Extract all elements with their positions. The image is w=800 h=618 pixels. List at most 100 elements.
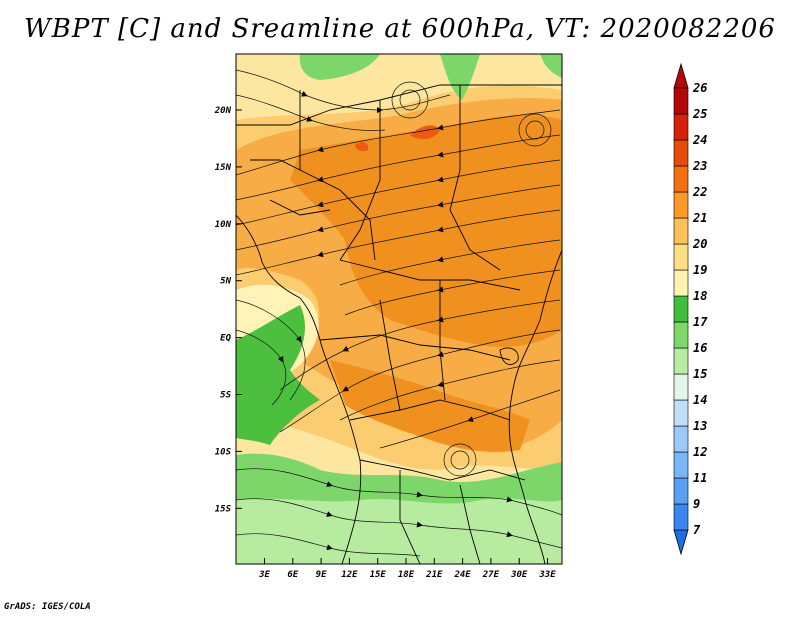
colorbar-label: 25 <box>692 107 707 121</box>
coastline-east-africa <box>508 249 562 564</box>
colorbar-swatch <box>673 269 689 297</box>
lat-tick-label: 10S <box>215 447 232 457</box>
streamline-vortex <box>443 443 477 477</box>
lon-tick-label: 15E <box>370 570 387 580</box>
streamline <box>379 389 561 449</box>
colorbar-label: 26 <box>692 81 707 95</box>
streamline <box>236 159 561 226</box>
border <box>439 280 446 401</box>
lat-tick-label: 15S <box>215 504 232 514</box>
border <box>339 259 521 291</box>
streamline <box>236 299 306 401</box>
streamline <box>236 69 451 114</box>
field-north-green-region-3 <box>540 54 562 78</box>
streamline <box>236 94 386 131</box>
field-north-green-region-2 <box>440 54 480 100</box>
lon-tick-label: 18E <box>398 570 415 580</box>
colorbar-swatch <box>673 503 689 531</box>
colorbar-swatch <box>673 139 689 167</box>
colorbar-label: 21 <box>692 211 707 225</box>
lon-tick-label: 30E <box>510 570 528 580</box>
colorbar-label: 11 <box>693 471 707 485</box>
colorbar-label: 20 <box>692 237 707 251</box>
colorbar-label: 16 <box>693 341 707 355</box>
colorbar-label: 19 <box>693 263 707 277</box>
lat-tick-label: 5N <box>220 277 231 287</box>
streamline <box>236 134 561 201</box>
colorbar-label: 13 <box>693 419 707 433</box>
grads-credit: GrADS: IGES/COLA <box>4 602 91 612</box>
streamline-vortex <box>391 81 429 119</box>
lon-tick-label: 12E <box>341 570 358 580</box>
field-north-green-region-1 <box>299 54 380 80</box>
lat-tick-label: EQ <box>220 334 231 344</box>
colorbar-swatch <box>673 425 689 453</box>
lon-tick-label: 24E <box>453 570 471 580</box>
streamline <box>236 184 561 251</box>
lat-tick-label: 10N <box>215 220 232 230</box>
colorbar-swatch <box>673 321 689 349</box>
streamline <box>236 329 287 406</box>
lake-victoria <box>499 347 519 366</box>
colorbar-swatch <box>673 451 689 479</box>
lon-tick-label: 9E <box>316 570 327 580</box>
lon-tick-label: 21E <box>425 570 443 580</box>
border <box>299 90 376 261</box>
border <box>269 199 331 216</box>
lon-tick-label: 3E <box>258 570 270 580</box>
colorbar-swatch <box>673 295 689 323</box>
colorbar-label: 22 <box>692 185 707 199</box>
chart-title: WBPT [C] and Sreamline at 600hPa, VT: 20… <box>24 14 776 44</box>
border <box>349 399 511 421</box>
latitude-axis: 20N 15N 10N 5N EQ 5S 10S 15S <box>214 106 242 514</box>
colorbar-label: 24 <box>692 133 707 147</box>
streamline <box>339 359 561 421</box>
colorbar-swatch <box>673 347 689 375</box>
lon-tick-label: 6E <box>287 570 298 580</box>
streamline <box>236 468 562 516</box>
colorbar-label: 14 <box>693 393 707 407</box>
colorbar-label: 18 <box>693 289 707 303</box>
country-borders <box>236 84 562 564</box>
coastline-west-africa <box>236 214 362 564</box>
colorbar-top-arrow <box>673 62 689 89</box>
streamline-vortex <box>525 120 545 140</box>
streamline <box>279 329 561 433</box>
colorbar-swatch <box>673 399 689 427</box>
border <box>236 84 470 126</box>
border <box>449 85 501 271</box>
lat-tick-label: 5S <box>220 391 231 401</box>
wbpt-field <box>236 54 562 564</box>
border <box>250 159 301 171</box>
streamline-vortex <box>399 89 421 111</box>
colorbar-swatch <box>673 217 689 245</box>
colorbar-swatch <box>673 113 689 141</box>
colorbar-label: 23 <box>692 159 707 173</box>
colorbar-label: 7 <box>693 523 701 537</box>
streamline <box>339 239 561 286</box>
streamline-vortex <box>450 450 470 470</box>
border <box>399 470 421 564</box>
streamline <box>236 209 561 276</box>
streamline <box>236 498 562 549</box>
border <box>339 100 381 261</box>
colorbar-label: 15 <box>693 367 707 381</box>
border <box>459 484 481 564</box>
streamline <box>236 533 421 557</box>
colorbar-label: 9 <box>693 497 700 511</box>
lat-tick-label: 20N <box>214 106 232 116</box>
colorbar-swatch <box>673 87 689 115</box>
longitude-axis: 3E 6E 9E 12E 15E 18E 21E 24E 27E 30E 33E <box>258 558 556 580</box>
border <box>359 459 526 481</box>
colorbar-swatch <box>673 243 689 271</box>
colorbar-swatch <box>673 373 689 401</box>
border <box>379 299 401 411</box>
map-frame <box>235 53 563 565</box>
streamline <box>279 299 561 391</box>
colorbar-label: 12 <box>693 445 707 459</box>
lon-tick-label: 27E <box>482 570 500 580</box>
colorbar-swatch <box>673 191 689 219</box>
lon-tick-label: 33E <box>538 570 556 580</box>
colorbar-swatch <box>673 477 689 505</box>
